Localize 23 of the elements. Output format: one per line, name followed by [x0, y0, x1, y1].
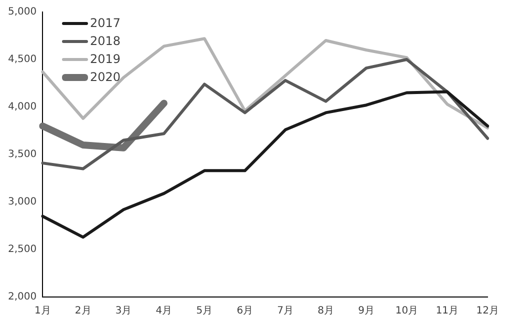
legend-label: 2017 [90, 16, 121, 30]
y-tick-label: 4,000 [8, 102, 37, 113]
x-tick-label: 12月 [476, 306, 500, 317]
y-tick-label: 2,000 [8, 292, 37, 303]
x-tick-label: 6月 [236, 306, 254, 317]
legend-label: 2018 [90, 34, 121, 48]
x-tick-label: 9月 [358, 306, 374, 317]
legend-label: 2020 [90, 70, 121, 84]
x-tick-label: 1月 [34, 306, 51, 317]
y-tick-label: 5,000 [8, 6, 37, 18]
y-tick-label: 3,000 [8, 196, 37, 208]
x-tick-label: 11月 [436, 306, 459, 317]
x-tick-label: 3月 [115, 306, 132, 317]
x-tick-label: 8月 [318, 306, 334, 317]
y-tick-label: 4,500 [8, 54, 37, 66]
y-tick-label: 3,500 [8, 149, 37, 160]
legend-label: 2019 [90, 52, 121, 66]
x-tick-label: 2月 [74, 306, 92, 317]
y-tick-label: 2,500 [8, 244, 37, 256]
x-tick-label: 5月 [196, 306, 213, 317]
x-tick-label: 4月 [156, 306, 172, 317]
x-tick-label: 7月 [277, 306, 294, 317]
x-tick-label: 10月 [395, 306, 418, 317]
